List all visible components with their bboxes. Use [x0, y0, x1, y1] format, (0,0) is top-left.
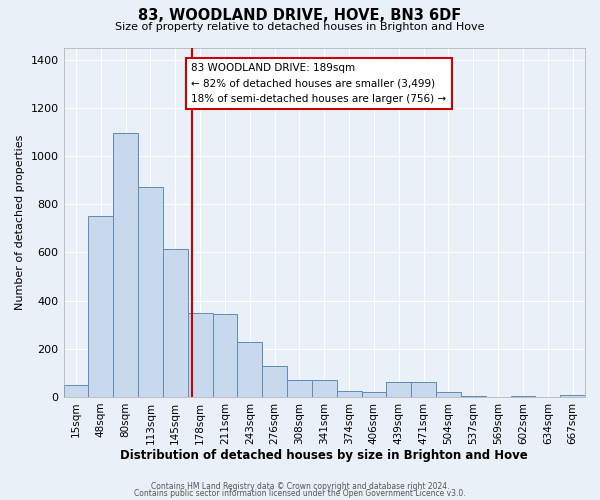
Bar: [212, 314, 238, 397]
Bar: [362, 392, 386, 397]
Text: 83 WOODLAND DRIVE: 189sqm
← 82% of detached houses are smaller (3,499)
18% of se: 83 WOODLAND DRIVE: 189sqm ← 82% of detac…: [191, 63, 446, 104]
Bar: [88, 216, 113, 397]
Y-axis label: Number of detached properties: Number of detached properties: [15, 134, 25, 310]
Bar: [113, 133, 138, 397]
Text: Size of property relative to detached houses in Brighton and Hove: Size of property relative to detached ho…: [115, 22, 485, 32]
Bar: [312, 380, 337, 397]
Text: Contains public sector information licensed under the Open Government Licence v3: Contains public sector information licen…: [134, 490, 466, 498]
Bar: [436, 392, 461, 397]
Bar: [262, 366, 287, 397]
X-axis label: Distribution of detached houses by size in Brighton and Hove: Distribution of detached houses by size …: [121, 450, 528, 462]
Text: 83, WOODLAND DRIVE, HOVE, BN3 6DF: 83, WOODLAND DRIVE, HOVE, BN3 6DF: [139, 8, 461, 22]
Bar: [64, 385, 88, 397]
Bar: [560, 394, 585, 397]
Bar: [188, 312, 212, 397]
Bar: [163, 248, 188, 397]
Bar: [386, 382, 411, 397]
Bar: [138, 188, 163, 397]
Text: Contains HM Land Registry data © Crown copyright and database right 2024.: Contains HM Land Registry data © Crown c…: [151, 482, 449, 491]
Bar: [337, 391, 362, 397]
Bar: [238, 342, 262, 397]
Bar: [287, 380, 312, 397]
Bar: [411, 382, 436, 397]
Bar: [461, 396, 485, 397]
Bar: [511, 396, 535, 397]
